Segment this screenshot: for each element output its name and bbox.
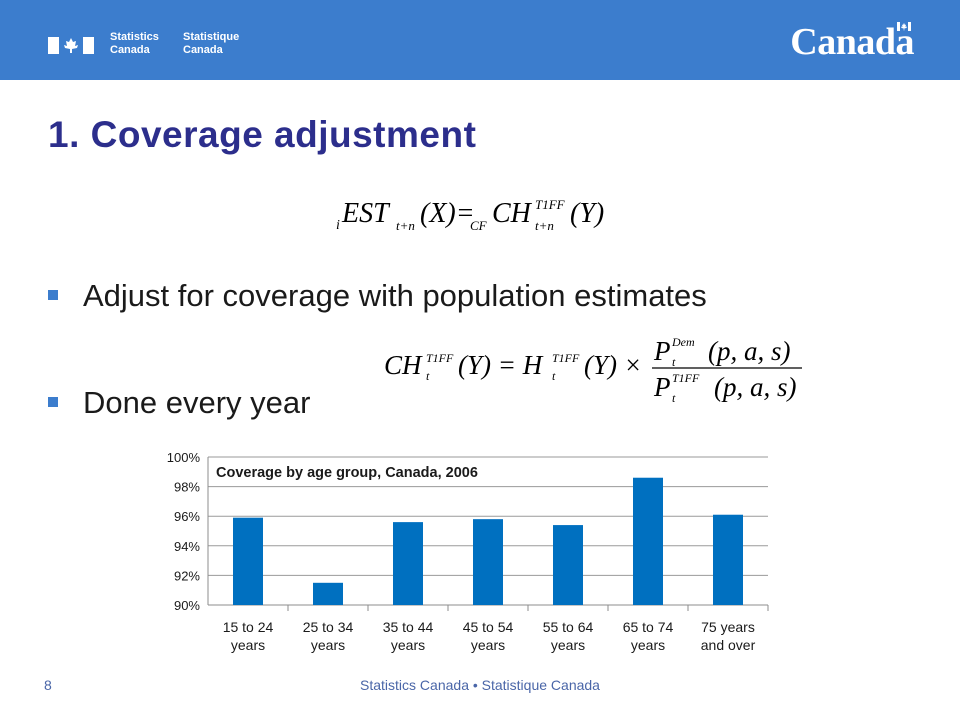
x-tick-label-line: years bbox=[471, 637, 505, 653]
x-tick-label-line: years bbox=[631, 637, 665, 653]
x-tick-label-line: 55 to 64 bbox=[543, 619, 594, 635]
x-tick-label: 65 to 74 years bbox=[623, 619, 674, 653]
agency-fr-line2: Canada bbox=[183, 44, 223, 56]
x-tick-label-line: 25 to 34 bbox=[303, 619, 354, 635]
svg-text:t: t bbox=[426, 369, 430, 383]
agency-en-line2: Canada bbox=[110, 44, 150, 56]
y-tick-label: 100% bbox=[167, 450, 201, 465]
svg-text:t+n: t+n bbox=[396, 218, 415, 233]
x-tick-label-line: years bbox=[391, 637, 425, 653]
bar bbox=[473, 519, 503, 605]
svg-text:(Y) ×: (Y) × bbox=[584, 350, 642, 380]
svg-text:(p, a, s): (p, a, s) bbox=[708, 336, 791, 366]
coverage-formula: CH T1FF t (Y) = H T1FF t (Y) × P Dem t (… bbox=[384, 335, 802, 402]
svg-text:T1FF: T1FF bbox=[426, 351, 454, 365]
svg-text:t: t bbox=[672, 355, 676, 369]
bar bbox=[633, 477, 663, 605]
agency-name-fr: Statistique Canada bbox=[183, 31, 239, 57]
wordmark-flag-icon bbox=[897, 22, 911, 31]
x-tick-label: 35 to 44 years bbox=[383, 619, 434, 653]
x-tick-label-line: 35 to 44 bbox=[383, 619, 434, 635]
svg-text:(p, a, s): (p, a, s) bbox=[714, 372, 797, 402]
svg-text:(Y): (Y) bbox=[570, 198, 604, 229]
svg-text:t+n: t+n bbox=[535, 218, 554, 233]
bullet-text: Done every year bbox=[83, 385, 311, 420]
y-tick-label: 96% bbox=[174, 509, 200, 524]
svg-text:P: P bbox=[653, 336, 671, 366]
x-tick-label-line: years bbox=[231, 637, 265, 653]
footer-text: Statistics Canada • Statistique Canada bbox=[360, 677, 600, 693]
bar bbox=[713, 514, 743, 605]
svg-text:T1FF: T1FF bbox=[672, 371, 700, 385]
svg-text:CH: CH bbox=[492, 198, 533, 229]
y-tick-label: 90% bbox=[174, 598, 200, 613]
x-tick-label: 25 to 34 years bbox=[303, 619, 354, 653]
bar bbox=[233, 517, 263, 605]
agency-fr-line1: Statistique bbox=[183, 31, 240, 43]
svg-text:P: P bbox=[653, 372, 671, 402]
svg-text:T1FF: T1FF bbox=[552, 351, 580, 365]
bar bbox=[553, 525, 583, 605]
svg-text:CH: CH bbox=[384, 350, 423, 380]
bar bbox=[313, 582, 343, 605]
svg-text:(Y) = H: (Y) = H bbox=[458, 350, 544, 380]
svg-text:Dem: Dem bbox=[671, 335, 695, 349]
x-tick-label: 55 to 64 years bbox=[543, 619, 594, 653]
svg-text:T1FF: T1FF bbox=[535, 197, 566, 212]
x-tick-label-line: 65 to 74 bbox=[623, 619, 674, 635]
bar bbox=[393, 522, 423, 605]
x-tick-label-line: 45 to 54 bbox=[463, 619, 514, 635]
svg-text:t: t bbox=[672, 391, 676, 402]
x-tick-label-line: 15 to 24 bbox=[223, 619, 274, 635]
x-tick-label: 45 to 54 years bbox=[463, 619, 514, 653]
bullet-square-icon bbox=[48, 290, 58, 300]
svg-text:t: t bbox=[552, 369, 556, 383]
x-tick-label-line: and over bbox=[701, 637, 756, 653]
svg-text:EST: EST bbox=[341, 198, 391, 229]
svg-text:CF: CF bbox=[470, 218, 488, 233]
y-tick-label: 94% bbox=[174, 539, 200, 554]
slide-title: 1. Coverage adjustment bbox=[48, 114, 477, 155]
estimate-formula: i EST t+n (X)= CF CH T1FF t+n (Y) bbox=[336, 197, 604, 233]
x-tick-label-line: years bbox=[551, 637, 585, 653]
bullet-square-icon bbox=[48, 397, 58, 407]
svg-text:i: i bbox=[336, 218, 340, 233]
canada-wordmark: Canada bbox=[790, 21, 914, 63]
agency-name-en: Statistics Canada bbox=[110, 31, 159, 57]
chart-title: Coverage by age group, Canada, 2006 bbox=[216, 465, 478, 481]
x-tick-label: 15 to 24 years bbox=[223, 619, 274, 653]
x-tick-label: 75 years and over bbox=[701, 619, 756, 653]
y-tick-label: 98% bbox=[174, 480, 200, 495]
agency-en-line1: Statistics bbox=[110, 31, 159, 43]
svg-text:(X)=: (X)= bbox=[420, 198, 475, 229]
header-bar: Statistics Canada Statistique Canada Can… bbox=[0, 0, 960, 80]
canada-flag-icon bbox=[48, 37, 94, 54]
y-tick-label: 92% bbox=[174, 568, 200, 583]
bullet-text: Adjust for coverage with population esti… bbox=[83, 278, 707, 313]
page-number: 8 bbox=[44, 677, 52, 693]
x-tick-label-line: 75 years bbox=[701, 619, 755, 635]
x-tick-label-line: years bbox=[311, 637, 345, 653]
